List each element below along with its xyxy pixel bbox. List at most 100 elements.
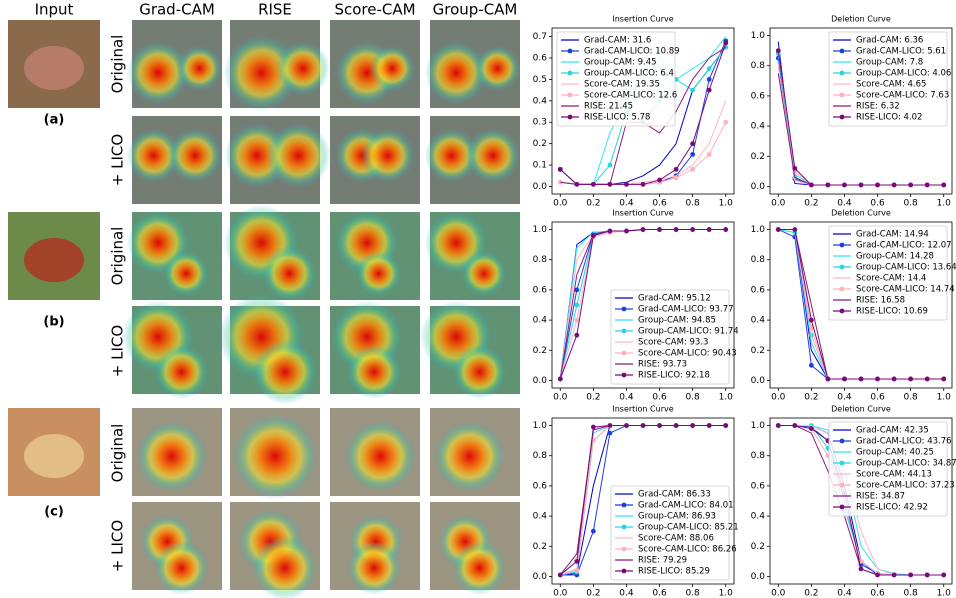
- series-marker: [607, 228, 613, 234]
- series-marker: [941, 182, 947, 188]
- legend-marker: [839, 308, 845, 314]
- heatmap-blob: [168, 128, 222, 183]
- series-marker: [941, 572, 947, 578]
- y-tick-label: 0.1: [533, 161, 547, 171]
- legend-label: Score-CAM-LICO: 14.74: [856, 285, 955, 295]
- plot-frame: [551, 27, 735, 195]
- panel-label: (c): [44, 505, 64, 520]
- series-marker: [723, 119, 729, 125]
- legend-label: Score-CAM: 88.06: [638, 534, 714, 544]
- series-marker: [557, 376, 563, 382]
- heatmap-blob: [369, 45, 415, 91]
- legend-label: RISE-LICO: 92.18: [638, 371, 710, 381]
- series-marker: [808, 362, 814, 368]
- legend-marker: [621, 546, 627, 552]
- x-tick-label: 0.0: [771, 393, 786, 403]
- x-tick-label: 0.8: [685, 393, 700, 403]
- y-tick-label: 0.2: [751, 346, 765, 356]
- heatmap-blob: [126, 128, 181, 183]
- legend-box: [610, 289, 730, 385]
- legend-label: Score-CAM: 93.3: [638, 338, 708, 348]
- series-marker: [574, 181, 580, 187]
- input-object: [24, 238, 84, 282]
- series-marker: [723, 423, 729, 428]
- y-tick-label: 0.8: [533, 451, 548, 461]
- x-tick-label: 0.6: [870, 199, 885, 209]
- legend-label: RISE-LICO: 10.69: [856, 307, 928, 317]
- legend-label: Grad-CAM-LICO: 5.61: [856, 47, 946, 57]
- series-marker: [875, 572, 880, 578]
- input-object: [24, 434, 84, 478]
- plot-frame: [551, 417, 735, 585]
- legend-label: Score-CAM: 4.65: [856, 80, 926, 90]
- legend-label: Grad-CAM-LICO: 93.77: [638, 305, 734, 315]
- legend-label: Score-CAM-LICO: 7.63: [856, 91, 949, 101]
- legend-label: Group-CAM: 86.93: [638, 512, 716, 522]
- plot-frame: [769, 221, 953, 389]
- y-tick-label: 0.2: [751, 152, 765, 162]
- y-tick-label: 0.8: [751, 61, 766, 71]
- panel-label: (b): [43, 315, 64, 330]
- legend-marker: [839, 114, 845, 120]
- legend-label: RISE: 34.87: [856, 492, 905, 502]
- y-tick-label: 0.0: [751, 572, 766, 582]
- series-marker: [808, 182, 814, 188]
- series-marker: [792, 165, 798, 171]
- y-tick-label: 0.4: [533, 316, 548, 326]
- heatmap-blob: [433, 420, 506, 493]
- x-tick-label: 0.8: [685, 199, 700, 209]
- legend-label: Group-CAM: 9.45: [584, 58, 657, 68]
- y-tick-label: 0.3: [533, 118, 547, 128]
- heatmap-blob: [452, 541, 507, 595]
- y-tick-label: 1.0: [751, 225, 766, 235]
- legend-marker: [839, 438, 845, 444]
- series-marker: [590, 233, 596, 238]
- legend-label: RISE-LICO: 42.92: [856, 503, 928, 513]
- series-marker: [574, 568, 580, 573]
- legend-marker: [839, 92, 845, 98]
- y-tick-label: 0.8: [533, 255, 548, 265]
- legend-marker: [621, 524, 627, 530]
- series-marker: [690, 141, 696, 147]
- heatmap-blob: [262, 246, 317, 301]
- x-tick-label: 0.8: [903, 199, 918, 209]
- row-label: + LICO: [109, 325, 127, 377]
- legend-marker: [567, 114, 573, 120]
- row-label: + LICO: [109, 134, 127, 186]
- row-label: Original: [109, 35, 127, 94]
- legend-box: [556, 31, 676, 127]
- series-marker: [908, 376, 914, 382]
- series-marker: [891, 182, 897, 188]
- x-tick-label: 0.4: [837, 199, 852, 209]
- legend-label: Grad-CAM: 6.36: [856, 36, 923, 46]
- series-marker: [706, 66, 712, 72]
- legend-label: Grad-CAM-LICO: 43.76: [856, 437, 952, 447]
- heatmap-blob: [154, 345, 209, 399]
- legend-marker: [839, 70, 845, 76]
- series-marker: [924, 572, 930, 578]
- legend-label: Group-CAM: 14.28: [856, 252, 934, 262]
- x-tick-label: 0.0: [553, 199, 568, 209]
- chart-title: Deletion Curve: [831, 15, 891, 24]
- chart-title: Insertion Curve: [612, 405, 673, 414]
- series-marker: [624, 228, 629, 234]
- legend-label: Grad-CAM: 31.6: [584, 36, 651, 46]
- series-marker: [908, 182, 914, 188]
- x-tick-label: 0.4: [837, 589, 852, 598]
- series-marker: [673, 175, 679, 181]
- x-tick-label: 0.8: [685, 589, 700, 598]
- x-tick-label: 0.8: [903, 589, 918, 598]
- x-tick-label: 0.4: [619, 393, 634, 403]
- x-tick-label: 0.6: [652, 199, 667, 209]
- legend-label: Grad-CAM: 95.12: [638, 294, 711, 304]
- heatmap-blob: [466, 128, 520, 183]
- legend-label: Score-CAM-LICO: 90.43: [638, 349, 737, 359]
- x-tick-label: 1.0: [719, 589, 734, 598]
- plot-frame: [769, 27, 953, 195]
- heatmap-blob: [424, 41, 488, 105]
- legend-label: RISE: 21.45: [584, 102, 633, 112]
- x-tick-label: 1.0: [937, 589, 952, 598]
- heatmap-blob: [344, 420, 417, 493]
- heatmap-blob: [177, 45, 222, 91]
